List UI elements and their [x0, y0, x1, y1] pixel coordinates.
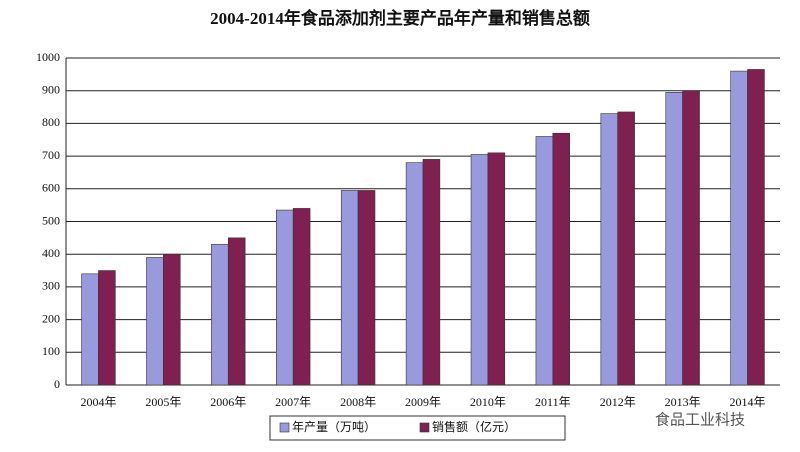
y-tick-label: 600: [42, 181, 60, 195]
y-tick-label: 400: [42, 246, 60, 260]
x-tick-label: 2008年: [340, 395, 376, 409]
y-tick-label: 0: [54, 377, 60, 391]
bar: [276, 209, 294, 386]
y-tick-label: 500: [42, 213, 60, 227]
bar: [292, 208, 311, 386]
bar: [227, 237, 246, 386]
bar: [357, 190, 376, 386]
legend-box: [269, 415, 566, 441]
bar: [747, 69, 765, 386]
bar: [98, 270, 116, 386]
bar: [422, 159, 441, 386]
x-tick-label: 2004年: [80, 395, 116, 409]
x-tick-label: 2006年: [210, 395, 246, 409]
bar: [405, 162, 424, 386]
x-tick-label: 2011年: [535, 395, 571, 409]
bar: [617, 111, 635, 386]
bar: [487, 152, 506, 386]
bar: [211, 244, 229, 386]
y-tick-label: 100: [42, 344, 60, 358]
bar: [682, 90, 700, 386]
x-tick-label: 2009年: [405, 395, 441, 409]
legend-label: 销售额（亿元）: [432, 419, 516, 434]
x-tick-label: 2013年: [665, 395, 701, 409]
x-tick-label: 2010年: [470, 395, 506, 409]
legend-label: 年产量（万吨）: [292, 420, 376, 434]
bar: [535, 136, 554, 386]
y-tick-label: 200: [42, 311, 60, 325]
x-tick-label: 2007年: [275, 395, 311, 409]
x-tick-label: 2014年: [730, 395, 766, 409]
y-tick-label: 700: [42, 148, 60, 162]
x-tick-label: 2012年: [600, 395, 636, 409]
y-tick-label: 900: [42, 82, 60, 96]
legend-swatch: [279, 422, 290, 433]
bar: [340, 190, 359, 386]
y-tick-label: 300: [42, 279, 60, 293]
y-tick-label: 1000: [36, 50, 60, 64]
watermark: 食品工业科技: [655, 411, 745, 429]
bar: [81, 273, 99, 386]
x-tick-label: 2005年: [145, 395, 181, 409]
chart-title: 2004-2014年食品添加剂主要产品年产量和销售总额: [210, 8, 590, 28]
bar: [730, 70, 748, 386]
bar: [163, 253, 181, 386]
y-tick-label: 800: [42, 115, 60, 129]
bar: [146, 257, 164, 386]
bar: [470, 154, 489, 386]
bar: [600, 113, 619, 386]
legend-swatch: [419, 422, 430, 433]
bar: [552, 132, 570, 386]
bar: [665, 92, 683, 386]
